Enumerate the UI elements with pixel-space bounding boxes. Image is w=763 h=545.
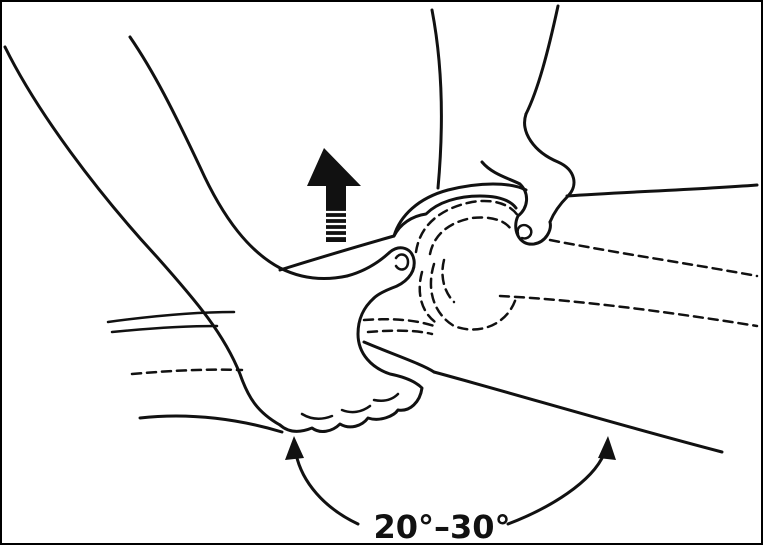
right-arrowhead: [598, 436, 616, 460]
lower-hand-knuckle-lines: [300, 392, 400, 420]
condyle-inner-curve: [418, 270, 440, 326]
femoral-condyle-inner: [428, 216, 512, 256]
lower-arm-outer-edge: [3, 45, 282, 427]
thigh-dashed-line-lower: [498, 294, 759, 328]
shin-dashed-line: [130, 368, 244, 376]
examiner-lower-hand: [3, 35, 424, 433]
thumb-nail: [394, 253, 410, 271]
femoral-condyle-outer: [414, 199, 520, 254]
left-curved-arrow: [294, 452, 360, 526]
left-arrowhead: [285, 436, 304, 460]
upper-arm-left-edge: [430, 8, 443, 190]
femoral-condyle-round: [429, 262, 518, 331]
lower-hand-thumb: [345, 246, 416, 300]
lower-arm-inner-edge: [128, 35, 349, 281]
angle-label: 20°–30°: [373, 508, 510, 543]
upper-thumb-nail: [516, 223, 533, 240]
knee-joint-line-1: [362, 318, 436, 328]
examiner-upper-hand: [430, 4, 576, 246]
thigh-dashed-line-upper: [548, 238, 759, 278]
angle-indicator: 20°–30°: [285, 436, 616, 543]
upper-hand-thumb: [480, 160, 552, 246]
shin-upper-line-2: [110, 324, 219, 334]
knee-joint-line-2: [366, 329, 434, 336]
condyle-side-curve: [441, 258, 456, 304]
shin-lower-line: [138, 414, 284, 434]
leg-top-line: [278, 182, 528, 272]
thigh-top-line: [565, 183, 759, 198]
upper-hand-outline: [523, 112, 576, 224]
knee-bone-outline: [414, 199, 520, 331]
arrow-shape: [307, 148, 361, 242]
patella-outline: [392, 194, 518, 238]
arrow-hatching: [326, 210, 346, 238]
patient-leg: [106, 182, 759, 454]
upper-arm-right-edge: [524, 4, 560, 116]
thigh-bottom-line: [432, 370, 724, 454]
right-curved-arrow: [506, 452, 606, 526]
lower-hand-fingers: [278, 296, 424, 433]
knee-underside-line: [362, 340, 436, 374]
upward-force-arrow: [307, 148, 361, 242]
shin-upper-line: [106, 310, 236, 324]
